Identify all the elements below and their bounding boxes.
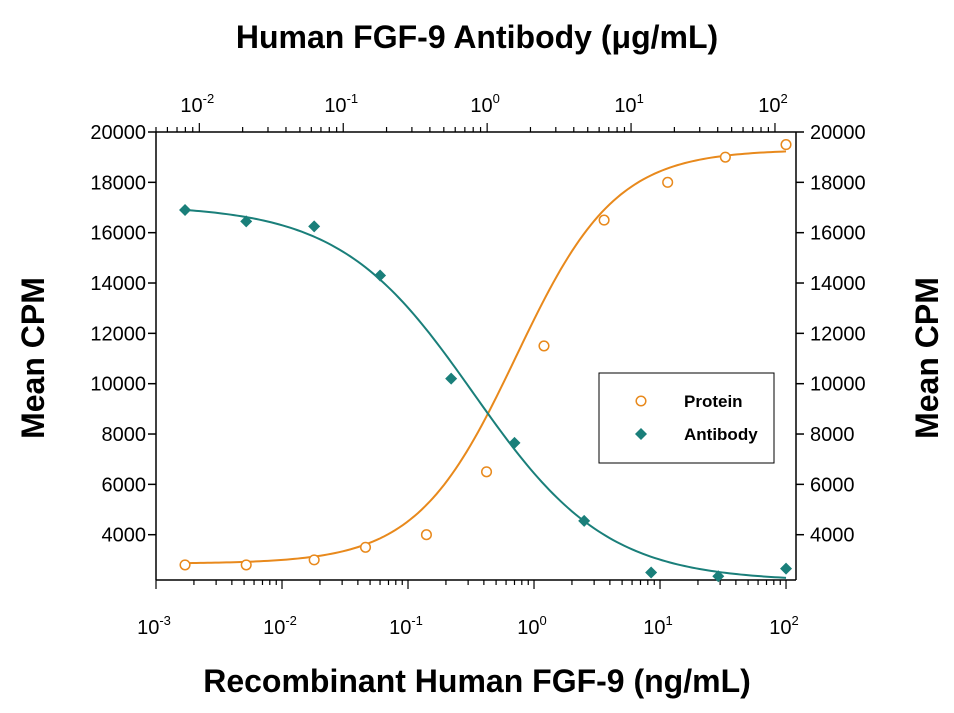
y-tick-left-label: 4000 <box>102 525 147 547</box>
x-tick-bottom-exponent: 2 <box>792 613 799 628</box>
x-tick-bottom-label: 10-3 <box>137 613 171 639</box>
y-tick-right-label: 6000 <box>810 474 855 496</box>
y-tick-left-label: 12000 <box>90 323 146 345</box>
x-tick-top-exponent: 1 <box>637 91 644 106</box>
y-axis-title-left: Mean CPM <box>15 277 51 439</box>
antibody-data-point <box>374 269 387 282</box>
antibody-fit-curve <box>184 208 787 579</box>
x-tick-bottom-label: 101 <box>643 613 672 639</box>
x-ticks-top: 10-2 10-1 100 101 102 <box>155 91 788 132</box>
protein-data-point <box>538 340 550 352</box>
antibody-data-point <box>308 220 321 233</box>
x-tick-bottom-base: 10 <box>263 617 285 639</box>
protein-data-point <box>359 541 372 553</box>
x-tick-top-base: 10 <box>614 95 636 117</box>
antibody-data-point <box>445 372 458 385</box>
y-tick-right-label: 10000 <box>810 374 866 396</box>
x-tick-bottom-label: 10-2 <box>263 613 297 639</box>
protein-data-point <box>719 151 731 163</box>
x-tick-bottom-base: 10 <box>643 617 665 639</box>
y-tick-right-label: 8000 <box>810 424 855 446</box>
y-tick-right-label: 4000 <box>810 525 855 547</box>
y-ticks-right: 4000 6000 8000 10000 12000 14000 16000 18000 200… <box>796 122 866 547</box>
x-tick-top-base: 10 <box>470 95 492 117</box>
x-tick-top-exponent: -1 <box>347 91 359 106</box>
legend-label-antibody: Antibody <box>684 425 758 444</box>
x-tick-top-base: 10 <box>758 95 780 117</box>
y-axis-title-right: Mean CPM <box>909 277 945 439</box>
legend-label-protein: Protein <box>684 392 743 411</box>
legend-box <box>598 372 775 464</box>
x-tick-bottom-label: 102 <box>769 613 798 639</box>
x-tick-bottom-exponent: 1 <box>666 613 673 628</box>
x-axis-title: Recombinant Human FGF-9 (ng/mL) <box>203 663 751 699</box>
protein-data-point <box>308 554 320 566</box>
protein-data-point <box>598 214 610 226</box>
x-tick-top-label: 100 <box>470 91 499 117</box>
x-tick-top-label: 102 <box>758 91 787 117</box>
y-tick-right-label: 12000 <box>810 323 866 345</box>
antibody-data-point <box>240 215 253 228</box>
x-tick-top-base: 10 <box>324 95 346 117</box>
x-tick-top-exponent: 2 <box>780 91 787 106</box>
protein-fit-curve <box>185 150 787 565</box>
y-tick-left-label: 8000 <box>102 424 147 446</box>
x-tick-bottom-exponent: -2 <box>285 613 297 628</box>
protein-data-point <box>480 466 493 478</box>
x-tick-top-label: 10-2 <box>180 91 214 117</box>
x-ticks-bottom: 10-3 10-2 10-1 100 101 102 <box>137 580 799 639</box>
y-tick-right-label: 18000 <box>810 172 866 194</box>
y-tick-left-label: 14000 <box>90 273 146 295</box>
x-tick-bottom-base: 10 <box>517 617 539 639</box>
x-tick-top-base: 10 <box>180 95 202 117</box>
x-tick-top-label: 101 <box>614 91 643 117</box>
y-tick-right-label: 14000 <box>810 273 866 295</box>
protein-data-point <box>662 176 674 188</box>
protein-data-point <box>780 139 792 151</box>
x-tick-bottom-label: 10-1 <box>389 613 423 639</box>
x-tick-bottom-label: 100 <box>517 613 546 639</box>
antibody-data-point <box>780 562 793 575</box>
fit-curves <box>184 150 787 579</box>
x-tick-top-label: 10-1 <box>324 91 358 117</box>
data-points <box>179 139 793 583</box>
x-tick-top-exponent: -2 <box>203 91 215 106</box>
antibody-data-point <box>508 436 521 449</box>
y-ticks-left: 4000 6000 8000 10000 12000 14000 16000 18000 200… <box>90 122 156 547</box>
y-tick-right-label: 20000 <box>810 122 866 144</box>
x-tick-bottom-exponent: -3 <box>159 613 171 628</box>
y-tick-left-label: 20000 <box>90 122 146 144</box>
chart-title: Human FGF-9 Antibody (μg/mL) <box>236 19 718 55</box>
legend-antibody-marker <box>635 428 647 440</box>
antibody-data-point <box>578 514 591 527</box>
y-tick-right-label: 16000 <box>810 223 866 245</box>
antibody-data-point <box>645 566 658 579</box>
x-tick-bottom-exponent: -1 <box>411 613 423 628</box>
antibody-data-point <box>712 570 725 583</box>
y-tick-left-label: 16000 <box>90 223 146 245</box>
y-tick-left-label: 10000 <box>90 374 146 396</box>
x-tick-bottom-base: 10 <box>769 617 791 639</box>
protein-data-point <box>240 559 252 571</box>
protein-data-point <box>179 559 191 571</box>
legend: Protein Antibody <box>598 372 775 464</box>
x-tick-bottom-exponent: 0 <box>540 613 547 628</box>
y-tick-left-label: 18000 <box>90 172 146 194</box>
legend-protein-marker <box>635 395 647 407</box>
y-tick-left-label: 6000 <box>102 474 147 496</box>
x-tick-bottom-base: 10 <box>389 617 411 639</box>
antibody-data-point <box>179 204 192 217</box>
protein-data-point <box>420 529 432 541</box>
x-tick-top-exponent: 0 <box>493 91 500 106</box>
x-tick-bottom-base: 10 <box>137 617 159 639</box>
